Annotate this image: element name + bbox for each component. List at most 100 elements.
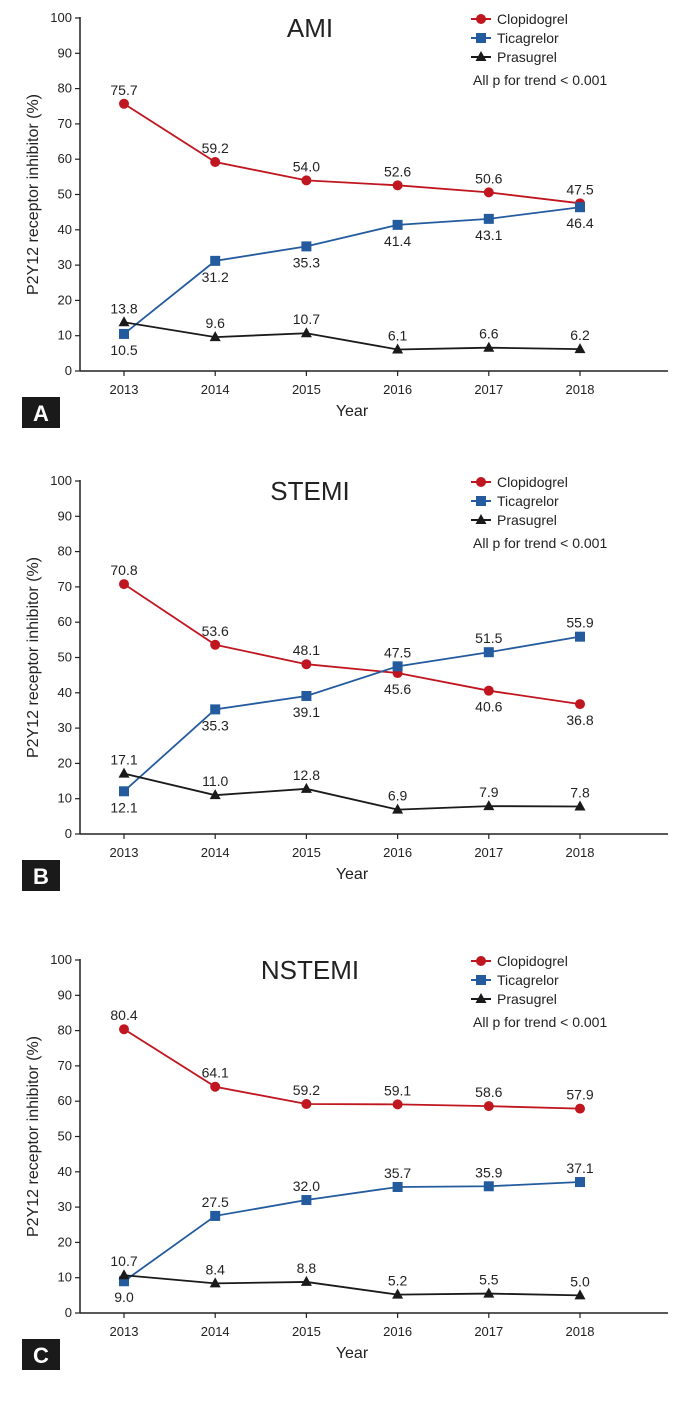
data-point	[483, 213, 494, 224]
data-point	[301, 690, 312, 701]
data-label: 51.5	[475, 630, 502, 646]
data-label: 46.4	[566, 215, 593, 231]
data-label: 6.2	[570, 327, 590, 343]
data-label: 59.2	[293, 1082, 320, 1098]
x-tick-label: 2013	[110, 845, 139, 860]
x-tick-label: 2013	[110, 1324, 139, 1339]
y-tick-label: 100	[50, 10, 72, 25]
chart-title: STEMI	[270, 476, 349, 506]
series-clopidogrel: 75.7 59.2 54.0 52.6 50.6 47.5	[110, 82, 594, 209]
data-label: 7.9	[479, 784, 499, 800]
data-point	[575, 202, 585, 213]
data-point	[574, 800, 586, 811]
y-axis-title: P2Y12 receptor inhibitor (%)	[25, 1036, 42, 1237]
x-tick-label: 2018	[566, 845, 595, 860]
data-point	[483, 341, 495, 352]
data-point	[483, 1101, 494, 1112]
series-prasugrel: 13.8 9.6 10.7 6.1 6.6 6.2	[110, 300, 590, 354]
series-prasugrel: 17.1 11.0 12.8 6.9 7.9 7.8	[110, 752, 590, 814]
data-label: 13.8	[110, 300, 137, 316]
data-label: 55.9	[566, 615, 593, 631]
data-point	[210, 639, 221, 650]
x-axis-title: Year	[336, 866, 369, 883]
y-tick-label: 80	[58, 81, 72, 96]
chart-ami: 0 10 20 30 40 50 60 70 80 90 100 2013 2014 2015 2016 20…	[22, 10, 668, 428]
data-point	[392, 219, 403, 230]
x-axis-title: Year	[336, 1345, 369, 1362]
y-tick-label: 50	[58, 650, 72, 665]
chart-title: AMI	[287, 13, 333, 43]
data-label: 6.6	[479, 326, 499, 342]
data-label: 8.8	[297, 1260, 317, 1276]
series-line	[123, 321, 581, 351]
data-point	[300, 1275, 312, 1286]
x-tick-label: 2014	[201, 845, 230, 860]
data-point	[301, 175, 312, 186]
legend-marker	[476, 477, 486, 487]
y-tick-label: 50	[58, 1129, 72, 1144]
data-label: 31.2	[202, 269, 229, 285]
data-point	[483, 187, 494, 198]
data-label: 47.5	[384, 644, 411, 660]
data-label: 35.3	[202, 717, 229, 733]
y-tick-label: 40	[58, 685, 72, 700]
chart-stemi: 0 10 20 30 40 50 60 70 80 90 100 2013 2014 2015 2016 20…	[22, 473, 668, 891]
data-point	[392, 343, 404, 354]
y-tick-label: 60	[58, 1093, 72, 1108]
y-tick-label: 90	[58, 987, 72, 1002]
data-point	[209, 1277, 221, 1288]
data-label: 80.4	[110, 1007, 137, 1023]
series-line	[123, 1274, 581, 1297]
data-point	[119, 786, 129, 797]
panel-label: B	[33, 864, 49, 889]
data-label: 8.4	[205, 1261, 225, 1277]
data-point	[300, 327, 312, 338]
legend-label: Ticagrelor	[497, 493, 559, 509]
y-tick-label: 80	[58, 544, 72, 559]
data-label: 59.2	[202, 140, 229, 156]
data-label: 5.5	[479, 1272, 499, 1288]
p-trend-annotation: All p for trend < 0.001	[473, 72, 607, 88]
data-point	[209, 789, 221, 800]
panel-label-box	[22, 397, 60, 428]
x-tick-label: 2018	[566, 1324, 595, 1339]
panel-c: 0 10 20 30 40 50 60 70 80 90 100 2013 2014 2015 2016 20…	[0, 942, 675, 1402]
data-point	[118, 316, 130, 327]
data-point	[574, 1289, 586, 1300]
p-trend-annotation: All p for trend < 0.001	[473, 535, 607, 551]
y-tick-label: 10	[58, 328, 72, 343]
legend-marker	[476, 33, 486, 43]
chart-title: NSTEMI	[261, 955, 359, 985]
data-label: 48.1	[293, 642, 320, 658]
data-point	[483, 685, 494, 696]
data-label: 41.4	[384, 233, 411, 249]
y-tick-label: 20	[58, 1234, 72, 1249]
y-tick-label: 20	[58, 755, 72, 770]
data-point	[119, 579, 129, 590]
series-line	[123, 206, 581, 335]
y-tick-label: 70	[58, 579, 72, 594]
data-point	[209, 331, 221, 342]
data-point	[118, 1269, 130, 1280]
x-tick-label: 2016	[383, 382, 412, 397]
x-tick-label: 2017	[474, 1324, 503, 1339]
legend-label: Clopidogrel	[497, 11, 568, 27]
data-label: 10.7	[293, 311, 320, 327]
series-ticagrelor: 12.1 35.3 39.1 47.5 51.5 55.9	[110, 615, 593, 816]
legend-marker	[476, 496, 486, 506]
data-point	[483, 1181, 494, 1192]
data-label: 54.0	[293, 158, 320, 174]
data-label: 32.0	[293, 1178, 320, 1194]
data-point	[300, 782, 312, 793]
panel-a: 0 10 20 30 40 50 60 70 80 90 100 2013 2014 2015 2016 20…	[0, 0, 675, 460]
data-point	[118, 767, 130, 778]
data-label: 59.1	[384, 1082, 411, 1098]
x-tick-label: 2013	[110, 382, 139, 397]
series-prasugrel: 10.7 8.4 8.8 5.2 5.5 5.0	[110, 1253, 590, 1300]
x-tick-label: 2014	[201, 382, 230, 397]
y-tick-label: 30	[58, 720, 72, 735]
data-label: 43.1	[475, 227, 502, 243]
data-label: 10.5	[110, 342, 137, 358]
data-label: 35.9	[475, 1164, 502, 1180]
data-point	[119, 98, 129, 109]
